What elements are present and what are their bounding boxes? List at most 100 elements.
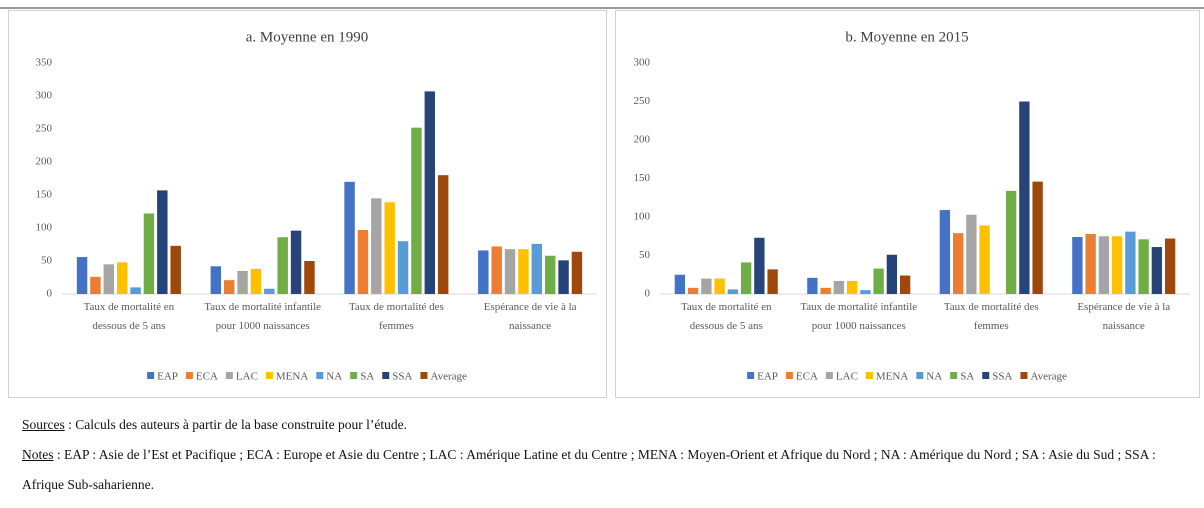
bar	[424, 91, 436, 294]
bar	[674, 274, 686, 294]
bar	[807, 277, 818, 294]
legend: EAP ECA LAC MENA NA SA SSA Average	[747, 371, 1067, 383]
y-tick-label: 100	[634, 211, 651, 223]
bar	[397, 241, 409, 294]
x-tick-label-box: Taux de mortalité en dessous de 5 ans	[83, 301, 175, 332]
notes-line: Notes : EAP : Asie de l’Est et Pacifique…	[22, 440, 1197, 500]
bar	[966, 214, 977, 294]
bar	[714, 278, 725, 294]
x-tick-label: Taux de mortalité infantile pour 1000 na…	[204, 301, 322, 332]
legend-label: MENA	[876, 371, 908, 383]
legend-label: EAP	[757, 371, 778, 383]
y-tick-label: 250	[36, 123, 53, 135]
y-tick-label: 300	[634, 57, 651, 69]
legend-swatch	[1020, 372, 1028, 379]
legend-swatch	[982, 372, 990, 379]
y-tick-label: 50	[639, 249, 651, 261]
legend-label: LAC	[236, 371, 258, 383]
y-tick-label: 150	[634, 172, 651, 184]
bar	[237, 270, 248, 294]
bar	[740, 262, 752, 294]
bar	[820, 287, 831, 294]
bar	[1072, 237, 1083, 294]
notes-text: : EAP : Asie de l’Est et Pacifique ; ECA…	[22, 447, 1156, 492]
bar	[277, 237, 288, 294]
bar	[1019, 101, 1030, 294]
x-tick-label-box: Espérance de vie à la naissance	[1077, 301, 1171, 332]
bar	[558, 260, 569, 294]
bar	[873, 268, 884, 294]
x-tick-label: Espérance de vie à la naissance	[483, 301, 577, 332]
legend-label: Average	[1030, 371, 1067, 383]
y-tick-label: 0	[47, 288, 53, 300]
x-tick-label: Espérance de vie à la naissance	[1077, 301, 1171, 332]
bar	[250, 268, 262, 294]
notes: Sources : Calculs des auteurs à partir d…	[22, 410, 1197, 500]
bar	[701, 278, 712, 294]
x-tick-label: Taux de mortalité des femmes	[348, 301, 444, 332]
legend-label: NA	[926, 371, 942, 383]
bar	[411, 127, 422, 295]
y-tick-label: 150	[36, 189, 53, 201]
y-tick-label: 200	[36, 156, 53, 168]
bar	[90, 276, 101, 294]
bar	[157, 190, 168, 294]
sources-label: Sources	[22, 417, 65, 432]
x-tick-label-box: Espérance de vie à la naissance	[483, 301, 577, 332]
bar	[1085, 233, 1096, 294]
sources-text: : Calculs des auteurs à partir de la bas…	[64, 417, 408, 432]
legend-swatch	[316, 372, 324, 379]
bar	[1111, 236, 1123, 294]
bar	[531, 243, 543, 294]
bar	[478, 250, 489, 294]
notes-label: Notes	[22, 447, 54, 462]
legend-swatch	[785, 372, 793, 379]
bar	[1151, 247, 1163, 294]
bar	[264, 288, 275, 294]
legend-label: SSA	[392, 371, 412, 383]
bar	[979, 225, 990, 294]
bar	[371, 198, 382, 294]
bar	[1032, 181, 1043, 294]
legend-swatch	[265, 372, 273, 379]
legend-label: SA	[960, 371, 974, 383]
bar	[1125, 231, 1136, 294]
bar	[952, 233, 964, 294]
legend-swatch	[916, 372, 924, 379]
legend-swatch	[185, 372, 193, 379]
bar	[384, 202, 395, 294]
x-tick-label-box: Taux de mortalité des femmes	[943, 301, 1039, 332]
bar	[544, 255, 556, 294]
bar	[1164, 238, 1176, 294]
legend-swatch	[350, 372, 358, 379]
bar	[143, 213, 155, 294]
legend-label: EAP	[157, 371, 178, 383]
panel-b-frame	[615, 10, 1200, 398]
bar	[130, 287, 141, 294]
bar	[833, 280, 845, 294]
chart-title: a. Moyenne en 1990	[246, 29, 368, 45]
x-tick-label-box: Taux de mortalité des femmes	[348, 301, 444, 332]
bar	[754, 237, 765, 294]
bar	[846, 280, 858, 294]
x-tick-label-box: Taux de mortalité en dessous de 5 ans	[681, 301, 772, 332]
bar	[727, 289, 739, 294]
legend-label: SA	[360, 371, 374, 383]
bar	[518, 249, 529, 294]
figure: a. Moyenne en 1990 0 50 100 150 200 250 300 350 T…	[0, 7, 1204, 398]
legend-swatch	[950, 372, 958, 379]
bar	[1138, 239, 1149, 294]
sources-line: Sources : Calculs des auteurs à partir d…	[22, 410, 1197, 440]
y-tick-label: 350	[36, 57, 53, 69]
bar	[357, 229, 369, 294]
bar	[1005, 190, 1017, 294]
x-tick-label: Taux de mortalité des femmes	[943, 301, 1039, 332]
bar	[103, 264, 115, 294]
x-tick-label-box: Taux de mortalité infantile pour 1000 na…	[800, 301, 917, 332]
legend-swatch	[225, 372, 233, 379]
x-tick-label: Taux de mortalité en dessous de 5 ans	[83, 301, 175, 332]
bar	[223, 280, 235, 294]
legend-swatch	[420, 372, 428, 379]
y-tick-label: 300	[36, 90, 53, 102]
